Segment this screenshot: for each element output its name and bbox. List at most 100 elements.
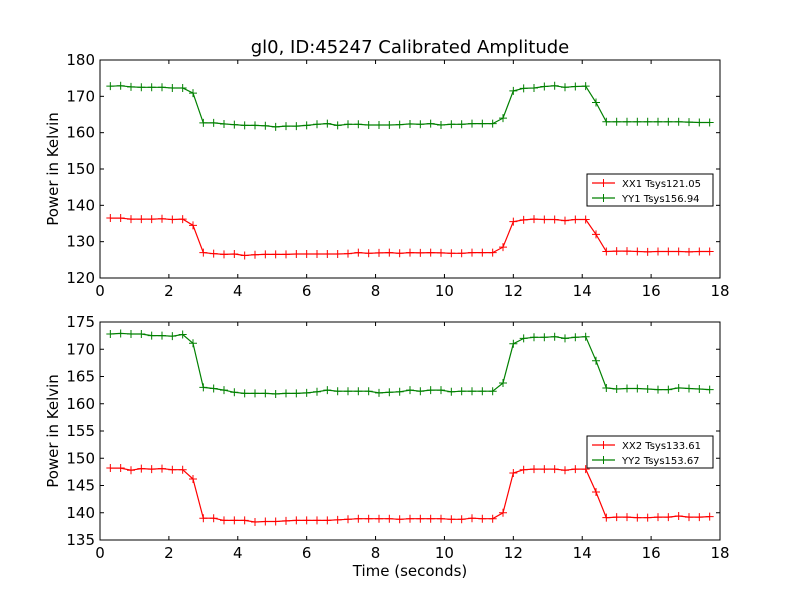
data-point-marker (261, 389, 270, 398)
data-point-marker (251, 518, 259, 527)
data-point-marker (271, 517, 280, 526)
data-point-marker (571, 465, 580, 474)
data-point-marker (530, 215, 538, 224)
data-point-marker (344, 120, 352, 129)
data-point-marker (674, 512, 683, 521)
data-point-marker (220, 516, 228, 525)
data-point-marker (623, 117, 631, 126)
x-axis-label: Time (seconds) (352, 562, 468, 580)
data-point-marker (230, 388, 239, 397)
data-point-marker (199, 248, 208, 257)
data-point-marker (426, 386, 435, 395)
data-point-marker (519, 215, 528, 224)
y-axis-label: Power in Kelvin (44, 374, 62, 488)
data-point-marker (468, 514, 476, 523)
data-point-marker (519, 465, 528, 474)
y-tick-label: 170 (66, 87, 95, 105)
x-tick-label: 16 (642, 282, 661, 300)
data-point-marker (313, 250, 321, 259)
data-point-marker (602, 513, 611, 522)
data-point-marker (447, 515, 456, 524)
data-point-marker (426, 514, 435, 523)
data-point-marker (323, 119, 332, 128)
data-point-marker (416, 248, 425, 257)
data-point-marker (106, 464, 115, 473)
data-point-marker (302, 250, 311, 259)
data-point-marker (271, 389, 280, 398)
y-tick-label: 145 (66, 477, 95, 495)
legend-box (586, 435, 714, 469)
data-point-marker (674, 247, 683, 256)
data-point-marker (571, 333, 580, 342)
data-point-marker (488, 248, 497, 257)
data-point-marker (364, 121, 373, 130)
data-point-marker (333, 387, 342, 396)
data-point-marker (292, 250, 301, 259)
legend-entry: YY1 Tsys156.94 (621, 194, 700, 205)
data-point-marker (292, 389, 301, 398)
data-point-marker (116, 214, 125, 223)
data-point-marker (323, 250, 332, 259)
data-point-marker (220, 386, 228, 395)
data-point-marker (230, 250, 239, 259)
y-tick-label: 175 (66, 313, 95, 331)
data-point-marker (209, 514, 218, 523)
legend-entry: YY2 Tsys153.67 (621, 456, 700, 467)
data-point-marker (561, 334, 569, 343)
bottom-subplot: 0 2 4 6 8 10 12 14 16 18 135 140 145 150 155 160 165 170 1… (44, 313, 730, 562)
data-point-marker (147, 83, 156, 92)
x-tick-label: 16 (642, 544, 661, 562)
legend-marker (599, 456, 608, 464)
data-point-marker (447, 120, 456, 129)
data-point-marker (509, 217, 518, 226)
data-point-marker (685, 384, 693, 393)
data-point-marker (530, 83, 538, 92)
data-point-marker (550, 332, 559, 341)
data-point-marker (488, 514, 497, 523)
data-point-marker (540, 82, 549, 91)
data-point-marker (623, 384, 631, 393)
legend-marker (599, 441, 608, 449)
data-point-marker (271, 122, 280, 131)
data-point-marker (695, 513, 704, 522)
data-point-marker (313, 516, 321, 525)
data-point-marker (354, 387, 363, 396)
data-point-marker (478, 119, 487, 128)
data-point-marker (509, 468, 518, 477)
data-point-marker (189, 339, 197, 348)
data-point-marker (457, 387, 466, 396)
data-point-marker (251, 389, 259, 398)
data-point-marker (519, 334, 528, 343)
data-point-marker (199, 118, 208, 127)
data-point-marker (395, 249, 404, 258)
y-tick-label: 180 (66, 51, 95, 69)
data-point-marker (406, 386, 414, 395)
x-tick-label: 8 (371, 282, 381, 300)
data-point-marker (561, 466, 569, 475)
data-point-marker (592, 488, 600, 497)
data-point-marker (209, 384, 218, 393)
data-point-marker (302, 388, 311, 397)
data-point-marker (499, 508, 507, 517)
data-point-marker (261, 517, 270, 526)
data-point-marker (364, 514, 373, 523)
data-point-marker (168, 465, 177, 474)
y-tick-label: 160 (66, 395, 95, 413)
data-point-marker (592, 98, 600, 107)
data-point-marker (623, 247, 631, 256)
data-point-marker (251, 121, 259, 130)
data-point-marker (189, 221, 197, 230)
data-point-marker (664, 117, 673, 126)
data-point-marker (261, 121, 270, 130)
y-tick-label: 140 (66, 504, 95, 522)
data-point-marker (468, 248, 476, 257)
data-point-marker (261, 250, 270, 259)
x-tick-label: 6 (302, 282, 312, 300)
data-point-marker (509, 339, 518, 348)
data-point-marker (416, 387, 425, 396)
data-point-marker (251, 250, 259, 259)
data-point-marker (385, 388, 394, 397)
data-point-marker (705, 385, 714, 394)
data-point-marker (406, 248, 414, 257)
y-tick-label: 170 (66, 340, 95, 358)
